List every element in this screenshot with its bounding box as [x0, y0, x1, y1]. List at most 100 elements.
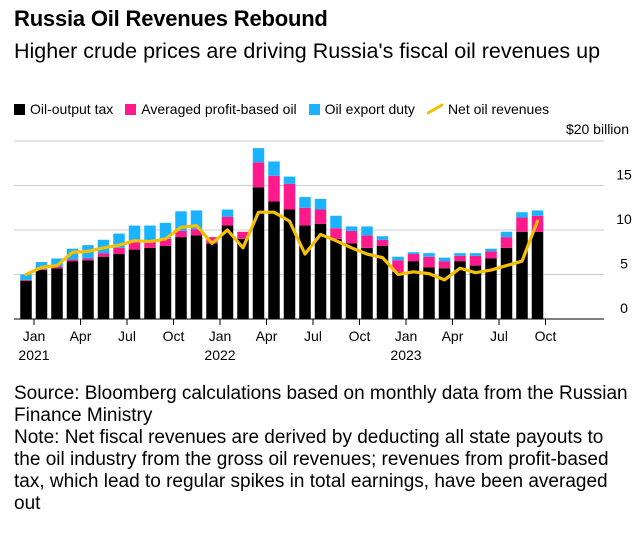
bar-segment-oil-output-tax — [361, 247, 373, 319]
chart-footer: Source: Bloomberg calculations based on … — [14, 383, 630, 515]
bar-segment-oil-output-tax — [206, 243, 218, 319]
legend-swatch-export-duty — [308, 103, 320, 115]
bar-segment-oil-output-tax — [407, 261, 420, 319]
methodology-note: Note: Net fiscal revenues are derived by… — [14, 427, 609, 514]
bar-segment-oil-output-tax — [423, 267, 435, 319]
bar-segment-export-duty — [20, 274, 32, 280]
bar-segment-profit-based — [51, 266, 63, 269]
bar-segment-oil-output-tax — [221, 225, 234, 319]
bar-segment-oil-output-tax — [97, 256, 110, 319]
bar-segment-export-duty — [438, 257, 451, 262]
bar-segment-oil-output-tax — [299, 225, 311, 319]
bar-segment-profit-based — [407, 254, 420, 262]
bar-segment-export-duty — [500, 231, 513, 238]
legend-swatch-oil-output-tax — [14, 103, 25, 115]
bar-segment-oil-output-tax — [20, 280, 32, 319]
bar-segment-profit-based — [35, 269, 48, 271]
legend-label-export-duty: Oil export duty — [324, 101, 415, 117]
chart-subtitle: Higher crude prices are driving Russia's… — [14, 39, 601, 63]
x-tick-year-label: 2023 — [390, 347, 421, 363]
legend-swatch-profit-based — [125, 103, 137, 115]
source-note: Source: Bloomberg calculations based on … — [14, 383, 628, 426]
legend-item-profit-based: Averaged profit-based oil — [125, 101, 297, 117]
bar-segment-oil-output-tax — [330, 238, 342, 319]
bar-segment-profit-based — [392, 260, 404, 272]
bar-segment-export-duty — [221, 209, 234, 217]
bar-segment-export-duty — [314, 198, 327, 210]
bar-segment-profit-based — [66, 259, 79, 262]
x-tick-year-label: 2022 — [204, 347, 235, 363]
bar-segment-oil-output-tax — [531, 231, 544, 319]
y-tick-label: 10 — [616, 211, 632, 227]
bar-segment-export-duty — [485, 248, 497, 252]
bar-segment-export-duty — [361, 226, 373, 236]
bar-segment-oil-output-tax — [252, 187, 265, 319]
y-tick-label: 0 — [620, 300, 628, 316]
legend-label-net-oil-revenues: Net oil revenues — [447, 101, 550, 117]
bar-segment-profit-based — [268, 175, 280, 202]
x-tick-label: Oct — [349, 328, 371, 344]
bar-segment-export-duty — [407, 252, 420, 255]
bar-segment-profit-based — [485, 251, 497, 259]
bar-segment-oil-output-tax — [469, 265, 482, 319]
bar-segment-export-duty — [252, 148, 265, 163]
chart-title: Russia Oil Revenues Rebound — [14, 6, 328, 31]
bar-segment-export-duty — [51, 258, 63, 267]
bar-segment-profit-based — [438, 261, 451, 269]
bar-segment-oil-output-tax — [314, 223, 327, 319]
net-oil-revenues-line — [24, 210, 540, 282]
y-tick-label: 5 — [620, 256, 628, 272]
bar-segment-profit-based — [516, 217, 528, 232]
legend: Oil-output tax Averaged profit-based oil… — [14, 101, 561, 117]
x-tick-label: Jan — [395, 328, 418, 344]
bar-segment-export-duty — [469, 253, 482, 256]
bar-segment-profit-based — [423, 256, 435, 268]
bar-segment-oil-output-tax — [454, 261, 466, 319]
bar-segment-profit-based — [175, 230, 187, 238]
bar-segment-oil-output-tax — [485, 258, 497, 319]
bar-segment-profit-based — [206, 237, 218, 244]
bar-segment-oil-output-tax — [66, 261, 79, 319]
bar-segment-profit-based — [159, 238, 172, 247]
bar-segment-profit-based — [252, 162, 265, 188]
bar-segment-export-duty — [190, 210, 203, 230]
bar-segment-oil-output-tax — [392, 271, 404, 319]
bar-segment-export-duty — [376, 236, 389, 240]
bar-segment-profit-based — [314, 209, 327, 224]
x-tick-label: Apr — [70, 328, 92, 344]
bar-segment-profit-based — [20, 279, 32, 281]
legend-swatch-net-oil-revenues — [426, 103, 443, 115]
bar-segment-oil-output-tax — [516, 231, 528, 319]
bar-segment-export-duty — [531, 210, 544, 216]
bar-segment-oil-output-tax — [82, 260, 94, 319]
chart-plot: 0 5 10 15 $20 billion Jan 2021 Apr Jul Oct Jan 2022… — [14, 121, 632, 363]
bar-segment-profit-based — [330, 228, 342, 239]
bar-segment-export-duty — [516, 212, 528, 218]
bar-segment-profit-based — [469, 255, 482, 266]
bar-segment-export-duty — [128, 225, 141, 243]
bar-segment-export-duty — [144, 225, 156, 241]
y-tick-label: 15 — [616, 167, 632, 183]
x-tick-label: Jul — [118, 328, 136, 344]
bar-segment-profit-based — [500, 237, 513, 248]
bar-segment-oil-output-tax — [283, 209, 296, 319]
bar-segment-export-duty — [299, 197, 311, 208]
bar-segment-export-duty — [330, 215, 342, 229]
bar-segment-profit-based — [97, 253, 110, 257]
bar-segment-export-duty — [423, 253, 435, 257]
bar-segment-oil-output-tax — [128, 249, 141, 319]
bar-segment-profit-based — [237, 231, 249, 239]
legend-label-oil-output-tax: Oil-output tax — [30, 101, 114, 117]
bar-segment-profit-based — [361, 235, 373, 248]
bar-segment-oil-output-tax — [113, 254, 125, 319]
legend-item-net-oil-revenues: Net oil revenues — [426, 101, 550, 117]
bar-segment-oil-output-tax — [345, 243, 358, 319]
bar-segment-export-duty — [392, 256, 404, 261]
bar-segment-export-duty — [345, 226, 358, 231]
x-tick-label: Apr — [442, 328, 464, 344]
x-tick-label: Jan — [209, 328, 232, 344]
bar-segment-oil-output-tax — [438, 268, 451, 319]
x-tick-label: Oct — [535, 328, 557, 344]
x-tick-label: Oct — [163, 328, 185, 344]
bar-segment-profit-based — [299, 207, 311, 226]
